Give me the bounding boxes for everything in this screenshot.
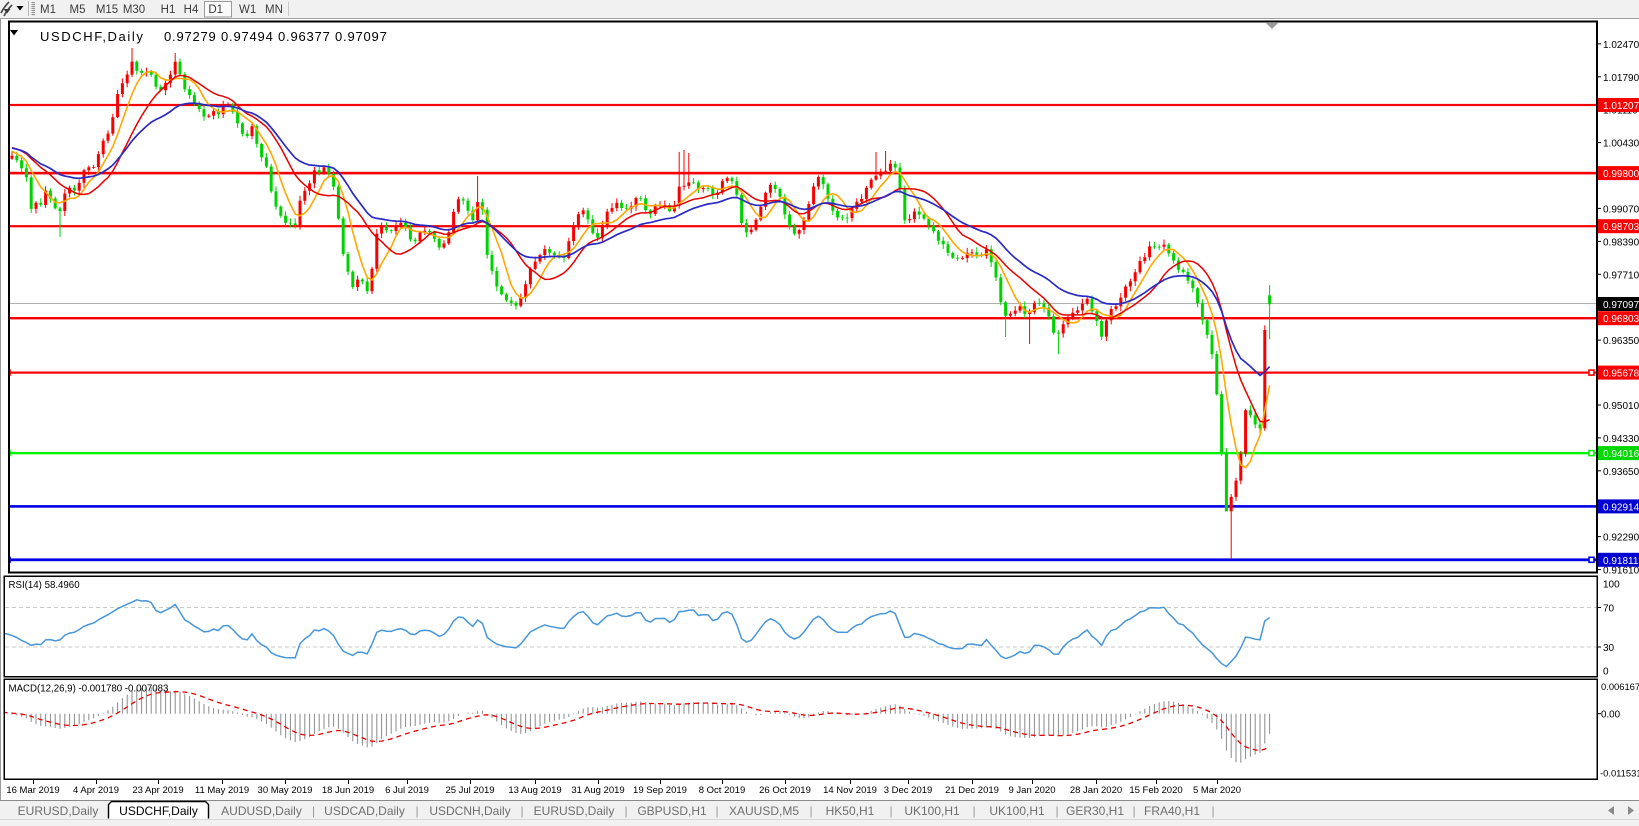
svg-text:|: |	[624, 804, 627, 818]
svg-text:|: |	[972, 804, 975, 818]
svg-text:30 May 2019: 30 May 2019	[258, 785, 313, 796]
svg-text:15 Feb 2020: 15 Feb 2020	[1129, 785, 1182, 796]
svg-text:|: |	[889, 804, 892, 818]
svg-text:MN: MN	[265, 4, 283, 16]
svg-text:MACD(12,26,9) -0.001780 -0.007: MACD(12,26,9) -0.001780 -0.007083	[9, 684, 169, 695]
svg-text:|: |	[715, 804, 718, 818]
svg-text:25 Jul 2019: 25 Jul 2019	[445, 785, 494, 796]
svg-text:0.99800: 0.99800	[1603, 169, 1639, 180]
svg-text:XAUUSD,M5: XAUUSD,M5	[729, 804, 799, 818]
svg-text:0.92290: 0.92290	[1603, 533, 1639, 544]
svg-text:100: 100	[1603, 580, 1620, 591]
svg-text:16 Mar 2019: 16 Mar 2019	[6, 785, 59, 796]
svg-text:0.94330: 0.94330	[1603, 434, 1639, 445]
svg-text:13 Aug 2019: 13 Aug 2019	[508, 785, 561, 796]
svg-text:31 Aug 2019: 31 Aug 2019	[571, 785, 624, 796]
svg-text:0.96350: 0.96350	[1603, 336, 1639, 347]
svg-text:5 Mar 2020: 5 Mar 2020	[1193, 785, 1241, 796]
svg-text:6 Jul 2019: 6 Jul 2019	[385, 785, 429, 796]
svg-text:26 Oct 2019: 26 Oct 2019	[759, 785, 811, 796]
svg-text:H4: H4	[184, 4, 199, 16]
svg-text:0.97097: 0.97097	[1603, 300, 1639, 311]
svg-text:EURUSD,Daily: EURUSD,Daily	[534, 804, 615, 818]
svg-text:M1: M1	[40, 4, 56, 16]
svg-text:0.92914: 0.92914	[1603, 502, 1639, 513]
svg-text:0.97279 0.97494 0.96377 0.9709: 0.97279 0.97494 0.96377 0.97097	[164, 29, 388, 44]
svg-text:1.01207: 1.01207	[1603, 101, 1639, 112]
svg-text:1.01790: 1.01790	[1603, 73, 1639, 84]
svg-text:H1: H1	[161, 4, 176, 16]
svg-text:-0.011531: -0.011531	[1600, 768, 1639, 779]
svg-text:M5: M5	[70, 4, 86, 16]
svg-text:9 Jan 2020: 9 Jan 2020	[1008, 785, 1055, 796]
svg-text:0.94016: 0.94016	[1603, 449, 1639, 460]
svg-text:|: |	[312, 804, 315, 818]
svg-text:RSI(14) 58.4960: RSI(14) 58.4960	[9, 580, 81, 591]
svg-text:|: |	[1211, 804, 1214, 818]
svg-text:D1: D1	[208, 4, 223, 16]
svg-text:0.97710: 0.97710	[1603, 270, 1639, 281]
svg-text:8 Oct 2019: 8 Oct 2019	[699, 785, 745, 796]
svg-text:0.93650: 0.93650	[1603, 467, 1639, 478]
svg-text:AUDUSD,Daily: AUDUSD,Daily	[221, 804, 302, 818]
svg-text:USDCHF,Daily: USDCHF,Daily	[40, 29, 144, 44]
svg-text:M30: M30	[123, 4, 145, 16]
svg-text:|: |	[1055, 804, 1058, 818]
svg-text:GBPUSD,H1: GBPUSD,H1	[637, 804, 707, 818]
svg-text:USDCAD,Daily: USDCAD,Daily	[324, 804, 405, 818]
svg-text:0.91811: 0.91811	[1603, 556, 1639, 567]
svg-text:|: |	[1132, 804, 1135, 818]
svg-text:21 Dec 2019: 21 Dec 2019	[945, 785, 999, 796]
svg-text:USDCNH,Daily: USDCNH,Daily	[429, 804, 510, 818]
svg-text:0.00: 0.00	[1601, 710, 1621, 721]
svg-text:0.95010: 0.95010	[1603, 401, 1639, 412]
svg-text:28 Jan 2020: 28 Jan 2020	[1070, 785, 1122, 796]
svg-text:0.96803: 0.96803	[1603, 314, 1639, 325]
svg-text:0.98703: 0.98703	[1603, 222, 1639, 233]
svg-text:UK100,H1: UK100,H1	[904, 804, 960, 818]
svg-text:UK100,H1: UK100,H1	[989, 804, 1045, 818]
svg-text:30: 30	[1603, 643, 1615, 654]
svg-text:0: 0	[1603, 667, 1609, 678]
svg-text:1.00430: 1.00430	[1603, 139, 1639, 150]
svg-text:70: 70	[1603, 604, 1615, 615]
svg-text:|: |	[415, 804, 418, 818]
svg-text:|: |	[809, 804, 812, 818]
svg-text:0.99070: 0.99070	[1603, 204, 1639, 215]
svg-text:0.98390: 0.98390	[1603, 237, 1639, 248]
svg-text:19 Sep 2019: 19 Sep 2019	[633, 785, 687, 796]
svg-text:14 Nov 2019: 14 Nov 2019	[823, 785, 877, 796]
svg-text:18 Jun 2019: 18 Jun 2019	[322, 785, 374, 796]
svg-text:|: |	[520, 804, 523, 818]
svg-text:23 Apr 2019: 23 Apr 2019	[132, 785, 183, 796]
svg-text:1.02470: 1.02470	[1603, 40, 1639, 51]
svg-text:4 Apr 2019: 4 Apr 2019	[73, 785, 119, 796]
svg-text:0.006167: 0.006167	[1601, 681, 1639, 692]
svg-text:W1: W1	[239, 4, 256, 16]
svg-text:3 Dec 2019: 3 Dec 2019	[884, 785, 933, 796]
svg-text:0.95678: 0.95678	[1603, 369, 1639, 380]
svg-text:HK50,H1: HK50,H1	[826, 804, 875, 818]
svg-text:USDCHF,Daily: USDCHF,Daily	[119, 804, 198, 818]
svg-text:0.91610: 0.91610	[1603, 566, 1639, 577]
svg-text:GER30,H1: GER30,H1	[1066, 804, 1124, 818]
svg-text:EURUSD,Daily: EURUSD,Daily	[18, 804, 99, 818]
svg-text:11 May 2019: 11 May 2019	[195, 785, 249, 796]
svg-text:FRA40,H1: FRA40,H1	[1144, 804, 1200, 818]
svg-text:M15: M15	[96, 4, 118, 16]
